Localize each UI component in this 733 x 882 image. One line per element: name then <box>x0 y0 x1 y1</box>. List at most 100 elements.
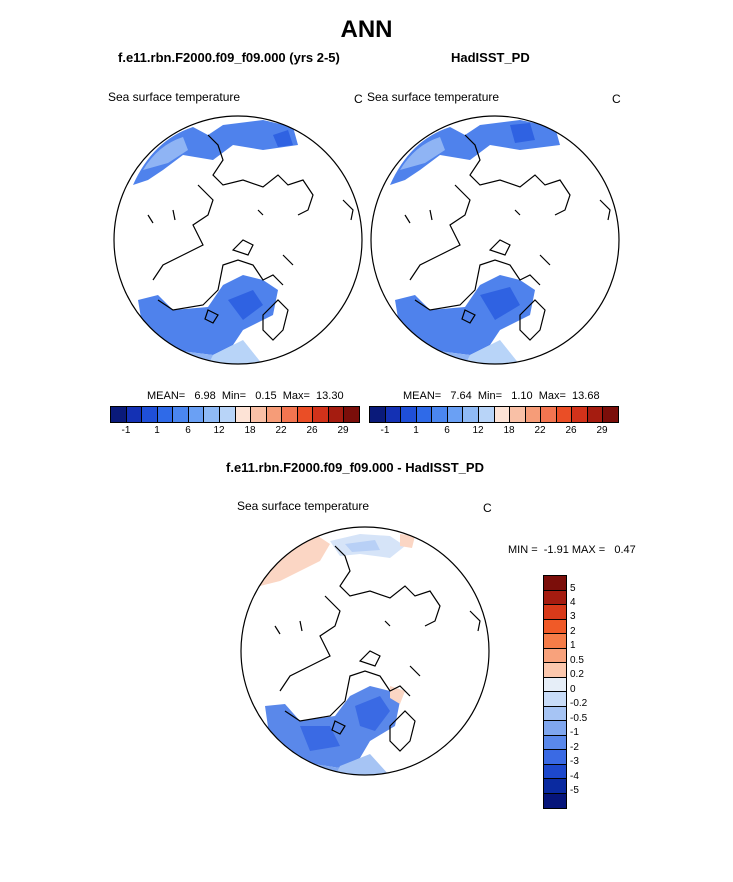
colorbar-swatch <box>541 407 557 422</box>
colorbar-swatch <box>416 407 433 422</box>
colorbar-tick: -1 <box>121 425 131 436</box>
colorbar-swatch <box>344 407 359 422</box>
colorbar-swatch <box>544 793 566 808</box>
panel3-variable-label: Sea surface temperature <box>237 499 370 513</box>
panel1-colorbar <box>110 406 360 423</box>
panel1-unit-label: C <box>354 92 363 106</box>
panel1-stats: MEAN= 6.98 Min= 0.15 Max= 13.30 <box>147 390 344 402</box>
colorbar-swatch <box>510 407 526 422</box>
colorbar-tick: 29 <box>337 425 349 436</box>
colorbar-tick: 12 <box>213 425 225 436</box>
colorbar-swatch <box>544 779 566 794</box>
colorbar-tick: -1 <box>570 727 579 738</box>
panel2-polar-map <box>370 115 620 365</box>
colorbar-swatch <box>432 407 448 422</box>
colorbar-swatch <box>142 407 158 422</box>
colorbar-tick: -3 <box>570 756 579 767</box>
colorbar-tick: 26 <box>565 425 577 436</box>
colorbar-tick: 18 <box>503 425 515 436</box>
colorbar-swatch <box>544 677 566 692</box>
colorbar-swatch <box>478 407 495 422</box>
colorbar-swatch <box>544 764 566 779</box>
colorbar-tick: 1 <box>570 640 576 651</box>
colorbar-tick: 0.2 <box>570 669 584 680</box>
panel3-stats: MIN = -1.91 MAX = 0.47 <box>508 544 636 556</box>
panel3-unit-label: C <box>483 501 492 515</box>
colorbar-tick: -0.2 <box>570 698 588 709</box>
page-title: ANN <box>340 16 393 43</box>
colorbar-swatch <box>544 706 566 721</box>
colorbar-tick: 18 <box>244 425 256 436</box>
colorbar-swatch <box>544 634 566 649</box>
panel2-unit-label: C <box>612 92 621 106</box>
colorbar-swatch <box>111 407 127 422</box>
panel1-case-title: f.e11.rbn.F2000.f09_f09.000 (yrs 2-5) <box>118 50 340 65</box>
colorbar-swatch <box>572 407 588 422</box>
colorbar-tick: -1 <box>380 425 390 436</box>
colorbar-tick: 3 <box>570 611 576 622</box>
panel3-case-title: f.e11.rbn.F2000.f09_f09.000 - HadISST_PD <box>226 460 484 475</box>
colorbar-swatch <box>401 407 417 422</box>
colorbar-swatch <box>544 648 566 663</box>
panel3-colorbar <box>543 575 567 809</box>
panel1-polar-map <box>113 115 363 365</box>
panel2-colorbar-ticks: -1 1 6 12 18 22 26 29 <box>369 425 617 439</box>
colorbar-swatch <box>251 407 267 422</box>
panel2-colorbar <box>369 406 619 423</box>
colorbar-swatch <box>544 576 566 591</box>
colorbar-swatch <box>313 407 329 422</box>
colorbar-swatch <box>494 407 511 422</box>
colorbar-tick: 5 <box>570 583 576 594</box>
colorbar-swatch <box>385 407 402 422</box>
colorbar-swatch <box>297 407 314 422</box>
colorbar-tick: 6 <box>444 425 450 436</box>
panel1-variable-label: Sea surface temperature <box>108 90 241 104</box>
colorbar-swatch <box>370 407 386 422</box>
colorbar-swatch <box>173 407 189 422</box>
colorbar-swatch <box>235 407 252 422</box>
panel3-colorbar-ticks: 5 4 3 2 1 0.5 0.2 0 -0.2 -0.5 -1 -2 -3 -… <box>570 575 610 810</box>
colorbar-swatch <box>188 407 205 422</box>
colorbar-swatch <box>544 605 566 620</box>
colorbar-swatch <box>157 407 174 422</box>
colorbar-swatch <box>544 750 566 765</box>
colorbar-swatch <box>587 407 604 422</box>
colorbar-swatch <box>204 407 220 422</box>
colorbar-tick: 22 <box>534 425 546 436</box>
colorbar-swatch <box>544 590 566 605</box>
colorbar-swatch <box>525 407 542 422</box>
colorbar-swatch <box>126 407 143 422</box>
colorbar-tick: 22 <box>275 425 287 436</box>
colorbar-swatch <box>219 407 236 422</box>
panel2-stats: MEAN= 7.64 Min= 1.10 Max= 13.68 <box>403 390 600 402</box>
colorbar-swatch <box>544 721 566 736</box>
panel2-variable-label: Sea surface temperature <box>367 90 500 104</box>
colorbar-swatch <box>544 735 566 750</box>
colorbar-tick: -2 <box>570 742 579 753</box>
colorbar-tick: -5 <box>570 785 579 796</box>
colorbar-swatch <box>556 407 573 422</box>
colorbar-tick: 1 <box>413 425 419 436</box>
colorbar-swatch <box>544 692 566 707</box>
colorbar-tick: 4 <box>570 597 576 608</box>
colorbar-tick: 2 <box>570 626 576 637</box>
colorbar-tick: -4 <box>570 771 579 782</box>
panel1-colorbar-ticks: -1 1 6 12 18 22 26 29 <box>110 425 358 439</box>
colorbar-tick: 29 <box>596 425 608 436</box>
colorbar-swatch <box>603 407 618 422</box>
panel3-polar-map <box>240 526 490 776</box>
colorbar-tick: -0.5 <box>570 713 588 724</box>
colorbar-tick: 6 <box>185 425 191 436</box>
colorbar-swatch <box>328 407 345 422</box>
panel2-case-title: HadISST_PD <box>451 50 530 65</box>
colorbar-swatch <box>266 407 283 422</box>
colorbar-swatch <box>282 407 298 422</box>
colorbar-tick: 12 <box>472 425 484 436</box>
colorbar-tick: 1 <box>154 425 160 436</box>
colorbar-swatch <box>544 619 566 634</box>
colorbar-swatch <box>463 407 479 422</box>
colorbar-tick: 0.5 <box>570 655 584 666</box>
colorbar-swatch <box>447 407 464 422</box>
colorbar-swatch <box>544 663 566 678</box>
colorbar-tick: 26 <box>306 425 318 436</box>
